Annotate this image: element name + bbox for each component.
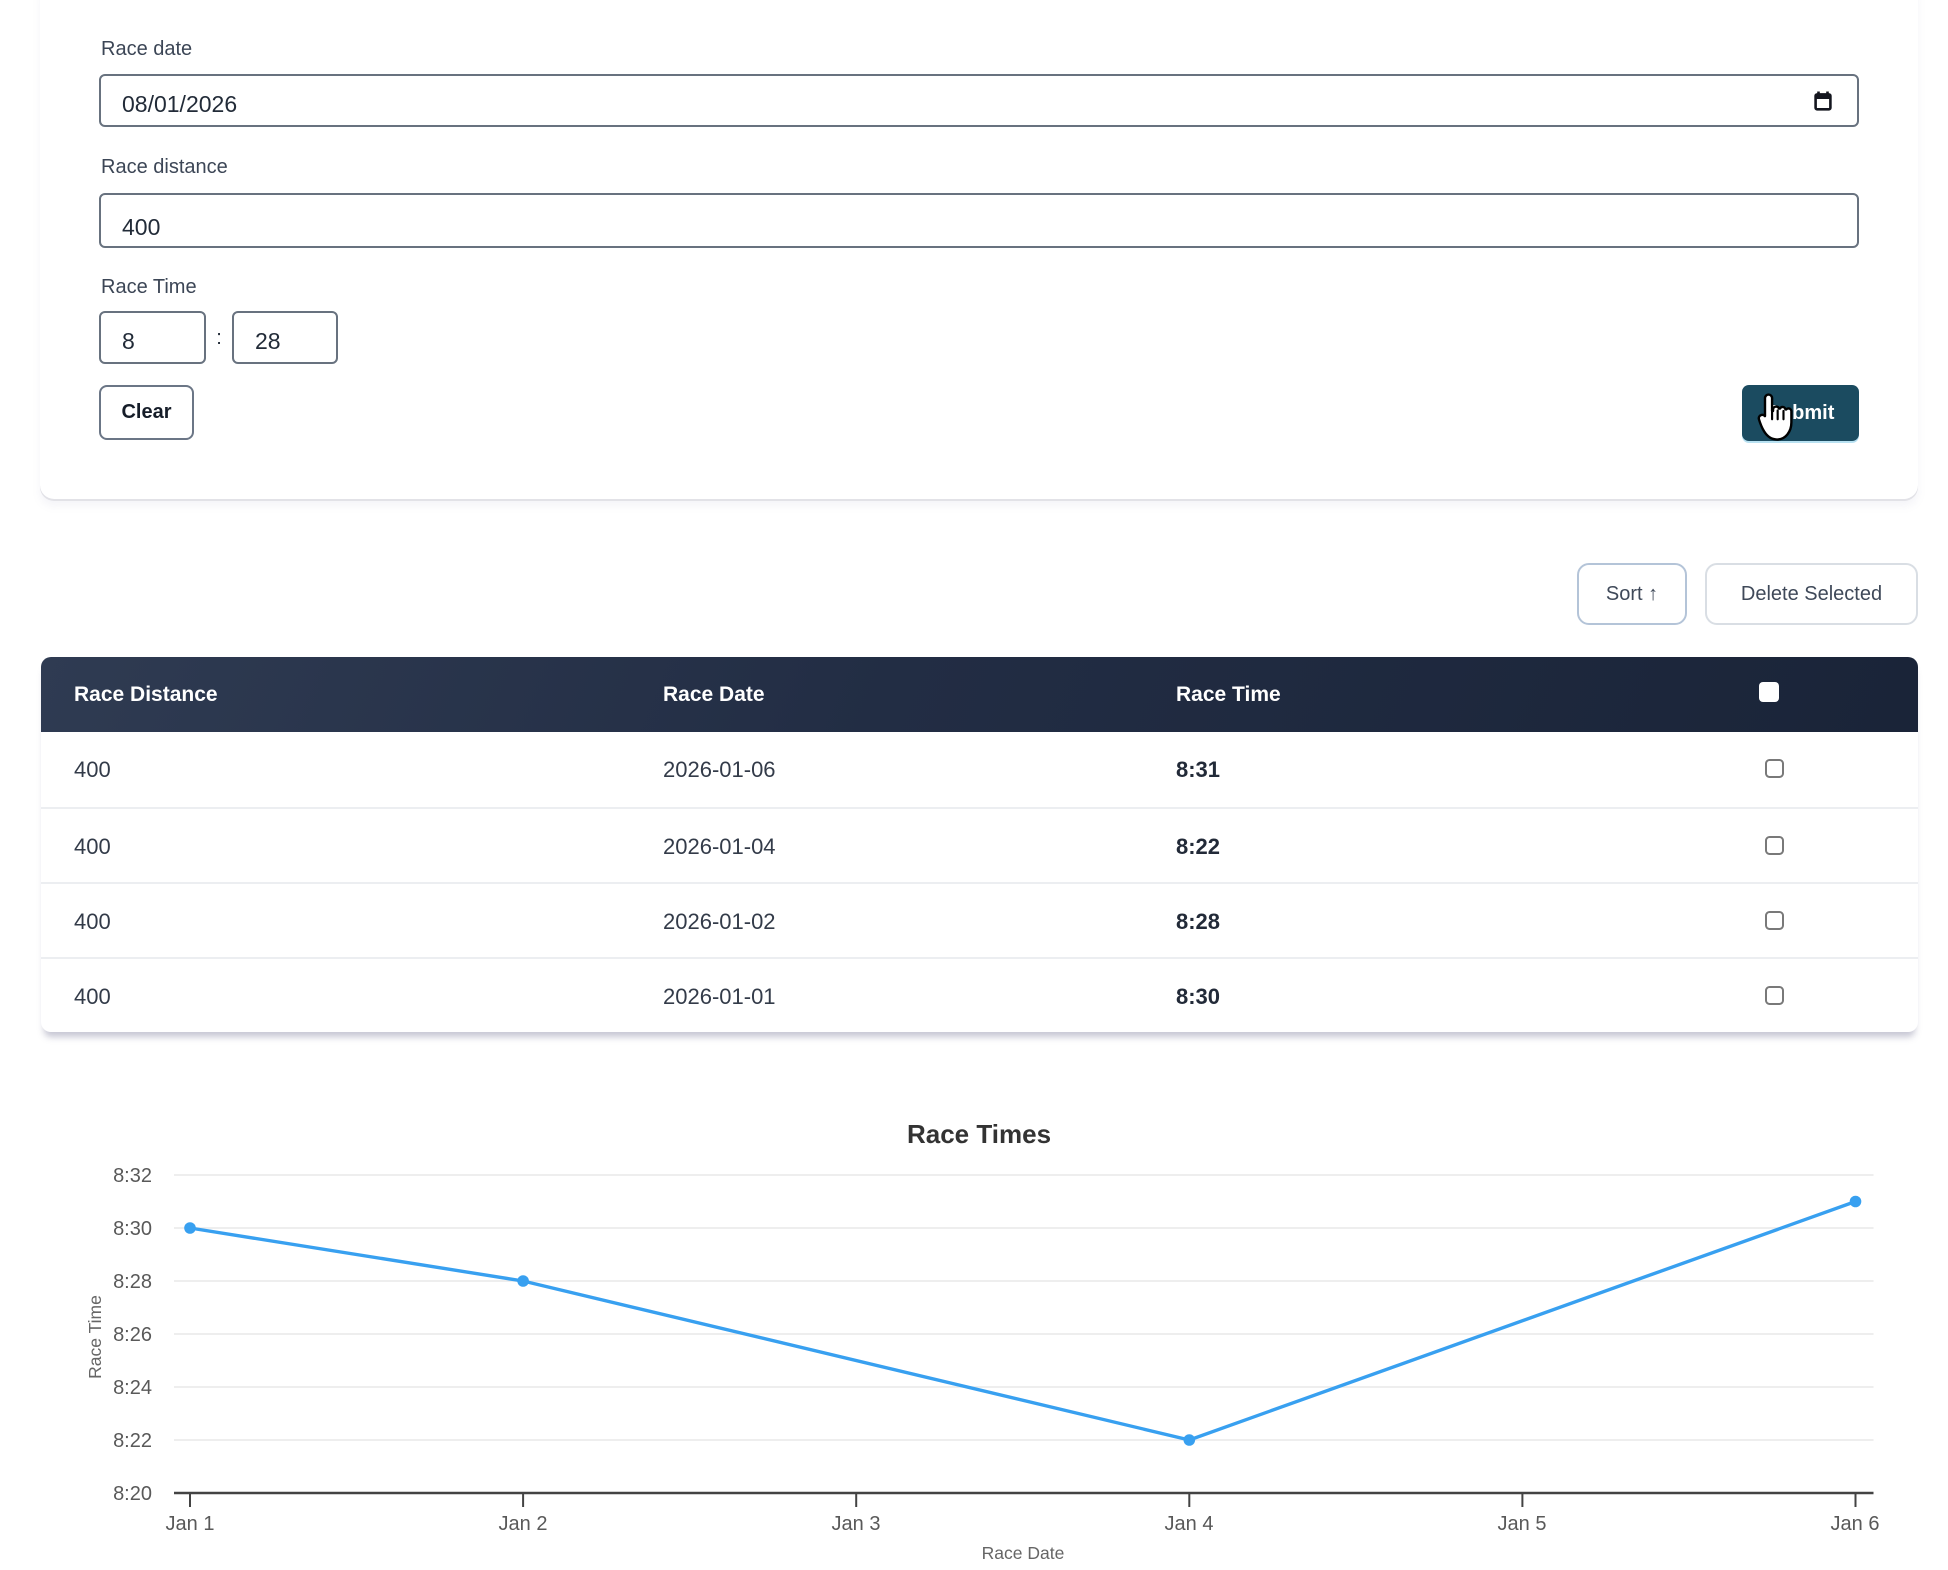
svg-text:8:22: 8:22 (113, 1430, 152, 1452)
svg-text:Jan 4: Jan 4 (1165, 1513, 1214, 1535)
svg-text:8:30: 8:30 (113, 1218, 152, 1240)
svg-text:Jan 5: Jan 5 (1498, 1513, 1547, 1535)
svg-text:8:32: 8:32 (113, 1165, 152, 1187)
svg-text:8:28: 8:28 (113, 1271, 152, 1293)
svg-text:Race Time: Race Time (85, 1295, 105, 1379)
svg-text:Race Date: Race Date (982, 1543, 1065, 1563)
svg-text:8:20: 8:20 (113, 1483, 152, 1505)
svg-text:Jan 2: Jan 2 (499, 1513, 548, 1535)
svg-text:Jan 3: Jan 3 (832, 1513, 881, 1535)
svg-text:Jan 1: Jan 1 (166, 1513, 215, 1535)
svg-text:Race Times: Race Times (907, 1119, 1051, 1149)
svg-text:8:24: 8:24 (113, 1377, 152, 1399)
svg-text:8:26: 8:26 (113, 1324, 152, 1346)
svg-text:Jan 6: Jan 6 (1831, 1513, 1880, 1535)
